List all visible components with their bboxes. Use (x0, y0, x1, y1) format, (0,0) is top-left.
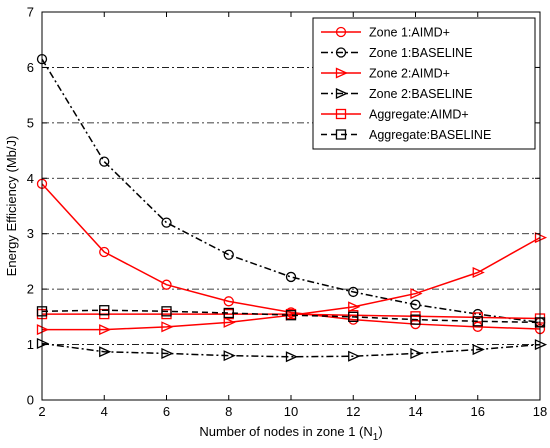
series-line (41, 309, 541, 324)
y-tick-label: 3 (27, 226, 34, 241)
data-point (161, 279, 172, 290)
y-tick-label: 0 (27, 393, 34, 408)
legend-item: Zone 2:BASELINE (321, 87, 473, 101)
y-tick-label: 5 (27, 115, 34, 130)
legend-label: Zone 1:AIMD+ (369, 26, 450, 40)
series-layer (36, 53, 548, 363)
x-tick-label: 4 (101, 404, 108, 419)
y-tick-label: 6 (27, 60, 34, 75)
legend: Zone 1:AIMD+ Zone 1:BASELINE Zone 2:AIMD+ Z… (312, 17, 536, 150)
y-tick-label: 4 (27, 171, 34, 186)
data-point (472, 267, 485, 279)
data-point (99, 346, 112, 358)
legend-marker (335, 87, 349, 100)
data-point (161, 217, 172, 228)
legend-marker (335, 129, 347, 140)
data-point (161, 306, 172, 317)
legend-marker (335, 108, 347, 120)
data-point (161, 347, 174, 359)
x-tick-label: 2 (38, 404, 45, 419)
data-point (161, 321, 174, 333)
legend-item: Aggregate:BASELINE (321, 128, 491, 142)
data-point (223, 296, 234, 307)
data-point (99, 305, 110, 316)
data-point (223, 307, 234, 319)
x-tick-label: 10 (284, 404, 298, 419)
x-axis-label-main: Number of nodes in zone 1 (N (199, 424, 372, 439)
data-point (285, 271, 297, 283)
data-point (410, 347, 423, 359)
legend-marker (335, 47, 347, 58)
data-point (285, 310, 297, 321)
data-point (223, 350, 236, 362)
data-point (410, 299, 421, 310)
data-point (99, 246, 110, 258)
data-point (348, 301, 361, 313)
series-line (42, 313, 541, 320)
data-point (472, 316, 483, 327)
x-tick-label: 12 (346, 404, 360, 419)
x-axis-label: Number of nodes in zone 1 (N1) (199, 424, 382, 443)
data-point (472, 344, 485, 356)
x-axis-label-subscript: 1 (373, 432, 379, 443)
legend-label: Aggregate:BASELINE (369, 128, 491, 142)
legend-label: Zone 2:AIMD+ (369, 67, 450, 81)
y-tick-label: 7 (27, 5, 34, 20)
x-tick-label: 18 (533, 404, 547, 419)
data-point (285, 351, 299, 363)
legend-item: Zone 1:AIMD+ (321, 26, 450, 40)
y-tick-label: 1 (27, 337, 34, 352)
series-line (41, 58, 541, 324)
series-line (42, 236, 541, 331)
legend-marker (335, 26, 347, 38)
x-axis-label-close: ) (378, 424, 382, 439)
series-3 (36, 232, 548, 336)
x-tick-label: 8 (225, 404, 232, 419)
legend-label: Zone 2:BASELINE (369, 87, 473, 101)
data-point (348, 350, 361, 362)
data-point (99, 324, 112, 336)
legend-label: Zone 1:BASELINE (369, 46, 473, 60)
data-point (223, 316, 236, 328)
legend-item: Aggregate:AIMD+ (321, 108, 469, 122)
data-point (410, 314, 421, 325)
data-point (348, 286, 359, 298)
legend-item: Zone 2:AIMD+ (321, 67, 450, 81)
series-line (41, 342, 541, 358)
x-tick-label: 6 (163, 404, 170, 419)
data-point (348, 311, 359, 323)
y-axis-label: Energy Efficiency (Mb/J) (4, 136, 19, 277)
legend-label: Aggregate:AIMD+ (369, 108, 469, 122)
data-point (410, 288, 423, 300)
y-tick-label: 2 (27, 282, 34, 297)
legend-marker (335, 67, 349, 79)
data-point (223, 249, 234, 260)
legend-item: Zone 1:BASELINE (321, 46, 473, 60)
legend-box (312, 17, 536, 150)
x-tick-label: 14 (408, 404, 422, 419)
x-tick-label: 16 (471, 404, 485, 419)
data-point (99, 156, 110, 167)
